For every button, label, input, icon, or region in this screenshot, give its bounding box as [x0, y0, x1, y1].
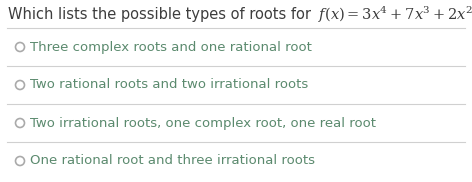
Text: Three complex roots and one rational root: Three complex roots and one rational roo…	[31, 41, 312, 54]
Text: Which lists the possible types of roots for: Which lists the possible types of roots …	[8, 7, 316, 23]
Text: Two irrational roots, one complex root, one real root: Two irrational roots, one complex root, …	[31, 116, 377, 130]
Text: $f(x) = 3x^4 + 7x^3 + 2x^2 + x + 9?$: $f(x) = 3x^4 + 7x^3 + 2x^2 + x + 9?$	[318, 5, 472, 25]
Text: One rational root and three irrational roots: One rational root and three irrational r…	[31, 155, 315, 167]
Text: Two rational roots and two irrational roots: Two rational roots and two irrational ro…	[31, 78, 309, 92]
